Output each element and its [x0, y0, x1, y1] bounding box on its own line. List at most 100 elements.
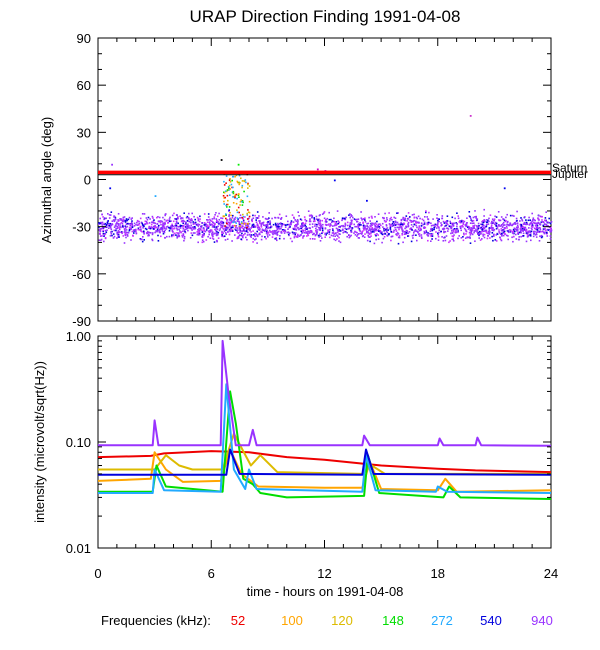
- azimuth-point: [246, 234, 249, 236]
- azimuth-point: [338, 240, 340, 242]
- azimuth-point: [138, 220, 140, 223]
- azimuth-point: [171, 229, 174, 232]
- azimuth-point: [146, 232, 148, 235]
- azimuth-point: [235, 229, 237, 231]
- azimuth-point: [117, 235, 120, 237]
- azimuth-point: [298, 215, 300, 217]
- azimuth-point: [135, 230, 137, 232]
- azimuth-point: [460, 237, 463, 239]
- azimuth-point: [273, 230, 276, 232]
- azimuth-point: [367, 222, 370, 225]
- azimuth-point: [154, 226, 156, 229]
- azimuth-point: [186, 226, 189, 228]
- azimuth-point: [375, 229, 377, 231]
- azimuth-point: [197, 218, 200, 220]
- azimuth-point: [302, 230, 304, 233]
- azimuth-point: [235, 193, 238, 196]
- azimuth-point: [418, 226, 420, 229]
- azimuth-point: [250, 227, 252, 229]
- azimuth-point: [462, 220, 465, 222]
- azimuth-point: [494, 221, 497, 224]
- azimuth-point: [122, 219, 124, 222]
- azimuth-point: [431, 233, 434, 235]
- azimuth-point: [191, 226, 194, 228]
- azimuth-point: [242, 234, 245, 236]
- azimuth-point: [262, 216, 264, 218]
- azimuth-point: [347, 224, 349, 227]
- azimuth-point: [369, 220, 371, 222]
- azimuth-point: [202, 232, 205, 235]
- azimuth-point: [227, 223, 229, 226]
- azimuth-point: [396, 221, 399, 224]
- azimuth-point: [472, 219, 475, 222]
- azimuth-point: [382, 226, 384, 228]
- azimuth-point: [392, 221, 395, 223]
- azimuth-point: [215, 212, 217, 214]
- azimuth-point: [493, 218, 496, 220]
- azimuth-point: [137, 220, 139, 223]
- azimuth-point: [395, 233, 398, 235]
- azimuth-point: [280, 217, 283, 219]
- azimuth-point: [208, 230, 211, 232]
- azimuth-point: [391, 218, 393, 221]
- azimuth-point: [481, 238, 483, 240]
- azimuth-point: [255, 217, 258, 219]
- azimuth-point: [229, 181, 232, 183]
- azimuth-point: [418, 225, 421, 227]
- azimuth-point: [410, 240, 413, 243]
- azimuth-outlier-point: [503, 187, 506, 190]
- azimuth-point: [112, 237, 115, 239]
- azimuth-point: [140, 230, 142, 232]
- azimuth-point: [145, 220, 148, 223]
- azimuth-point: [228, 219, 231, 221]
- azimuth-point: [386, 235, 389, 237]
- azimuth-point: [500, 224, 503, 226]
- azimuth-point: [425, 211, 427, 214]
- azimuth-point: [354, 234, 357, 236]
- azimuth-point: [193, 227, 195, 229]
- azimuth-point: [207, 235, 209, 238]
- azimuth-point: [535, 225, 537, 227]
- azimuth-point: [217, 225, 219, 228]
- azimuth-point: [544, 229, 547, 231]
- azimuth-point: [279, 228, 281, 230]
- azimuth-point: [177, 216, 179, 218]
- azimuth-point: [417, 228, 420, 230]
- azimuth-point: [168, 235, 171, 238]
- azimuth-point: [520, 223, 522, 226]
- azimuth-point: [443, 227, 446, 230]
- azimuth-point: [175, 214, 178, 216]
- azimuth-point: [313, 219, 316, 221]
- azimuth-point: [383, 217, 385, 219]
- azimuth-point: [275, 229, 277, 232]
- azimuth-point: [99, 235, 102, 237]
- azimuth-point: [534, 230, 536, 233]
- azimuth-point: [507, 220, 509, 223]
- azimuth-point: [132, 235, 134, 237]
- azimuth-point: [221, 227, 224, 229]
- azimuth-point: [476, 230, 478, 232]
- azimuth-point: [231, 240, 233, 242]
- azimuth-point: [338, 233, 340, 235]
- azimuth-point: [225, 204, 227, 207]
- azimuth-point: [340, 225, 343, 227]
- azimuth-point: [530, 225, 533, 227]
- azimuth-point: [520, 231, 522, 234]
- azimuth-point: [194, 232, 196, 234]
- azimuth-point: [198, 233, 201, 236]
- azimuth-point: [302, 237, 304, 239]
- azimuth-point: [335, 232, 337, 234]
- azimuth-point: [523, 221, 526, 224]
- azimuth-point: [481, 230, 483, 233]
- azimuth-point: [251, 218, 253, 221]
- azimuth-point: [303, 223, 305, 226]
- azimuth-point: [507, 238, 509, 241]
- azimuth-point: [396, 223, 398, 226]
- azimuth-point: [265, 226, 268, 228]
- azimuth-point: [492, 229, 495, 232]
- azimuth-point: [447, 228, 450, 230]
- azimuth-point: [143, 213, 146, 215]
- azimuth-point: [137, 228, 139, 231]
- azimuth-point: [427, 218, 430, 221]
- azimuth-point: [321, 213, 324, 215]
